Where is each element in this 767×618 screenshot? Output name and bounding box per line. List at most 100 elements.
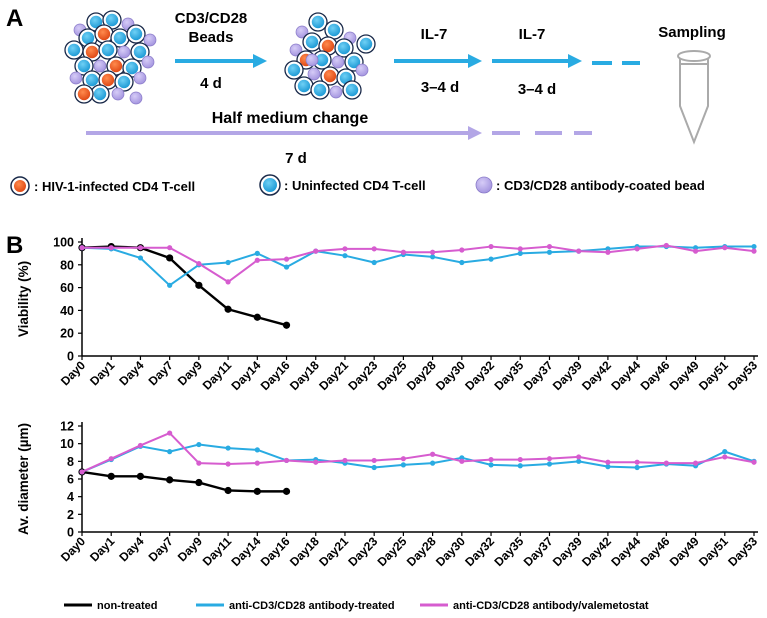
- step1-label-line2: Beads: [188, 29, 233, 46]
- uninfected-cell-icon: [308, 12, 328, 32]
- data-point-valemetostat: [283, 256, 290, 262]
- series-line-valemetostat: [82, 244, 755, 283]
- data-point-valemetostat: [751, 248, 757, 254]
- uninfected-cell-icon: [284, 60, 304, 80]
- infected-cell-icon: [94, 24, 114, 44]
- x-tick-label: Day14: [229, 534, 264, 569]
- x-tick-label: Day21: [316, 534, 351, 569]
- data-point-valemetostat: [722, 245, 728, 251]
- data-point-valemetostat: [517, 246, 523, 252]
- data-point-antibody-treated: [400, 462, 406, 468]
- y-tick-label: 80: [60, 258, 74, 272]
- step2-duration: 3–4 d: [421, 79, 459, 96]
- step1-arrow: [175, 54, 267, 68]
- x-tick-label: Day49: [667, 534, 702, 569]
- data-point-valemetostat: [196, 460, 202, 466]
- bead-icon: [355, 63, 369, 77]
- data-point-valemetostat: [108, 456, 114, 462]
- y-axis-label: Av. diameter (µm): [16, 423, 31, 535]
- y-tick-label: 20: [60, 327, 74, 341]
- x-tick-label: Day28: [404, 534, 439, 569]
- x-tick-label: Day23: [345, 534, 380, 569]
- data-point-valemetostat: [605, 459, 611, 465]
- x-tick-label: Day18: [287, 534, 322, 569]
- x-tick-label: Day37: [521, 358, 556, 393]
- x-tick-label: Day46: [638, 358, 673, 393]
- data-point-valemetostat: [459, 247, 465, 253]
- uninfected-cell-icon: [324, 20, 344, 40]
- x-tick-label: Day53: [725, 358, 760, 393]
- data-point-non-treated: [166, 254, 174, 262]
- data-point-valemetostat: [430, 451, 436, 457]
- data-point-non-treated: [253, 487, 261, 495]
- x-tick-label: Day44: [608, 534, 643, 569]
- x-tick-label: Day0: [58, 534, 88, 564]
- data-point-non-treated: [282, 487, 291, 495]
- data-point-antibody-treated: [225, 259, 231, 266]
- data-point-valemetostat: [167, 430, 173, 436]
- data-point-valemetostat: [313, 248, 319, 254]
- y-tick-label: 40: [60, 304, 74, 318]
- legend-non-treated: non-treated: [64, 600, 158, 612]
- data-point-non-treated: [224, 305, 232, 313]
- step1-label-line1: CD3/CD28: [175, 10, 248, 27]
- data-point-valemetostat: [751, 459, 757, 465]
- data-point-valemetostat: [79, 245, 85, 251]
- series-line-valemetostat: [81, 432, 755, 473]
- series-line-antibody-treated: [81, 443, 755, 473]
- data-point-valemetostat: [605, 249, 611, 255]
- legend-bead-label: : CD3/CD28 antibody-coated bead: [496, 178, 705, 193]
- uninfected-cell-icon: [74, 56, 94, 76]
- y-tick-label: 2: [67, 508, 74, 522]
- legend-uninfected-label: : Uninfected CD4 T-cell: [284, 178, 426, 193]
- sampling-tube-icon: [677, 50, 711, 145]
- half-medium-arrow: [86, 126, 592, 140]
- data-point-valemetostat: [430, 249, 436, 255]
- data-point-antibody-treated: [546, 461, 553, 467]
- uninfected-cell-icon: [102, 10, 122, 30]
- data-point-valemetostat: [196, 261, 202, 267]
- step3-label: IL-7: [519, 26, 546, 43]
- data-point-non-treated: [107, 472, 115, 480]
- uninfected-cell-icon: [259, 174, 281, 196]
- x-tick-label: Day35: [491, 358, 526, 393]
- bead-icon: [111, 87, 125, 101]
- data-point-non-treated: [136, 472, 145, 480]
- series-line-antibody-treated: [81, 245, 754, 287]
- data-point-valemetostat: [313, 459, 319, 465]
- data-point-antibody-treated: [430, 254, 436, 260]
- data-point-valemetostat: [663, 242, 669, 249]
- data-point-antibody-treated: [371, 259, 377, 266]
- data-point-valemetostat: [459, 458, 465, 464]
- uninfected-cell-icon: [64, 40, 84, 60]
- data-point-non-treated: [195, 281, 203, 289]
- cell-cluster-after-beads: [284, 12, 376, 100]
- data-point-valemetostat: [722, 454, 728, 460]
- x-tick-label: Day16: [258, 358, 293, 393]
- bead-icon: [93, 59, 107, 73]
- data-point-antibody-treated: [517, 463, 523, 469]
- data-point-valemetostat: [283, 457, 290, 464]
- bead-icon: [295, 25, 309, 39]
- y-tick-label: 8: [67, 455, 74, 469]
- x-tick-label: Day32: [462, 534, 497, 569]
- x-tick-label: Day49: [667, 358, 702, 393]
- data-point-antibody-treated: [751, 243, 757, 250]
- data-point-valemetostat: [488, 456, 494, 463]
- x-tick-label: Day44: [608, 358, 643, 393]
- x-tick-label: Day16: [258, 534, 293, 569]
- x-tick-label: Day0: [58, 358, 88, 388]
- uninfected-cell-icon: [98, 40, 118, 60]
- data-point-valemetostat: [254, 460, 260, 466]
- bead-icon: [129, 91, 143, 105]
- data-point-antibody-treated: [459, 259, 465, 266]
- data-point-antibody-treated: [517, 250, 523, 256]
- data-point-valemetostat: [371, 457, 377, 464]
- data-point-valemetostat: [342, 246, 348, 252]
- data-point-antibody-treated: [283, 264, 290, 270]
- y-tick-label: 60: [60, 281, 74, 295]
- series-line-non-treated: [81, 470, 287, 493]
- y-tick-label: 12: [60, 420, 74, 434]
- bead-icon: [307, 67, 321, 81]
